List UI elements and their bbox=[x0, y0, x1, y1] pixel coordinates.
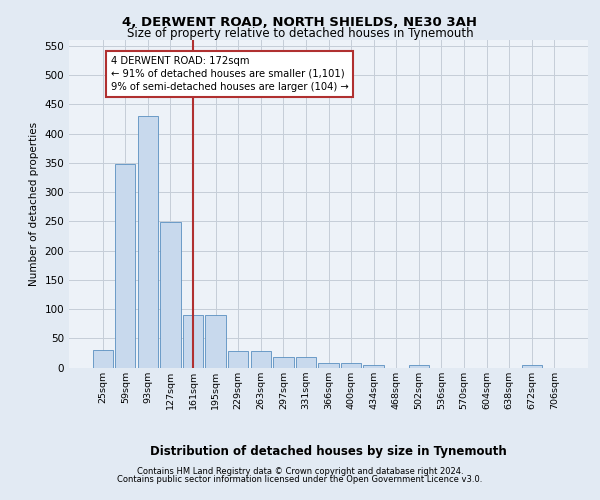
Bar bbox=[183, 315, 203, 368]
Bar bbox=[341, 363, 361, 368]
Bar bbox=[115, 164, 136, 368]
Bar bbox=[160, 222, 181, 368]
Text: Contains HM Land Registry data © Crown copyright and database right 2024.: Contains HM Land Registry data © Crown c… bbox=[137, 467, 463, 476]
Bar bbox=[273, 357, 293, 368]
Bar bbox=[296, 357, 316, 368]
Bar bbox=[409, 364, 429, 368]
Text: Size of property relative to detached houses in Tynemouth: Size of property relative to detached ho… bbox=[127, 27, 473, 40]
Y-axis label: Number of detached properties: Number of detached properties bbox=[29, 122, 39, 286]
Text: Distribution of detached houses by size in Tynemouth: Distribution of detached houses by size … bbox=[151, 444, 507, 458]
Bar bbox=[521, 364, 542, 368]
Bar bbox=[364, 364, 384, 368]
Bar bbox=[319, 363, 338, 368]
Text: 4, DERWENT ROAD, NORTH SHIELDS, NE30 3AH: 4, DERWENT ROAD, NORTH SHIELDS, NE30 3AH bbox=[122, 16, 478, 29]
Bar bbox=[205, 315, 226, 368]
Bar bbox=[138, 116, 158, 368]
Bar bbox=[92, 350, 113, 368]
Bar bbox=[251, 351, 271, 368]
Bar bbox=[228, 351, 248, 368]
Text: Contains public sector information licensed under the Open Government Licence v3: Contains public sector information licen… bbox=[118, 474, 482, 484]
Text: 4 DERWENT ROAD: 172sqm
← 91% of detached houses are smaller (1,101)
9% of semi-d: 4 DERWENT ROAD: 172sqm ← 91% of detached… bbox=[110, 56, 349, 92]
